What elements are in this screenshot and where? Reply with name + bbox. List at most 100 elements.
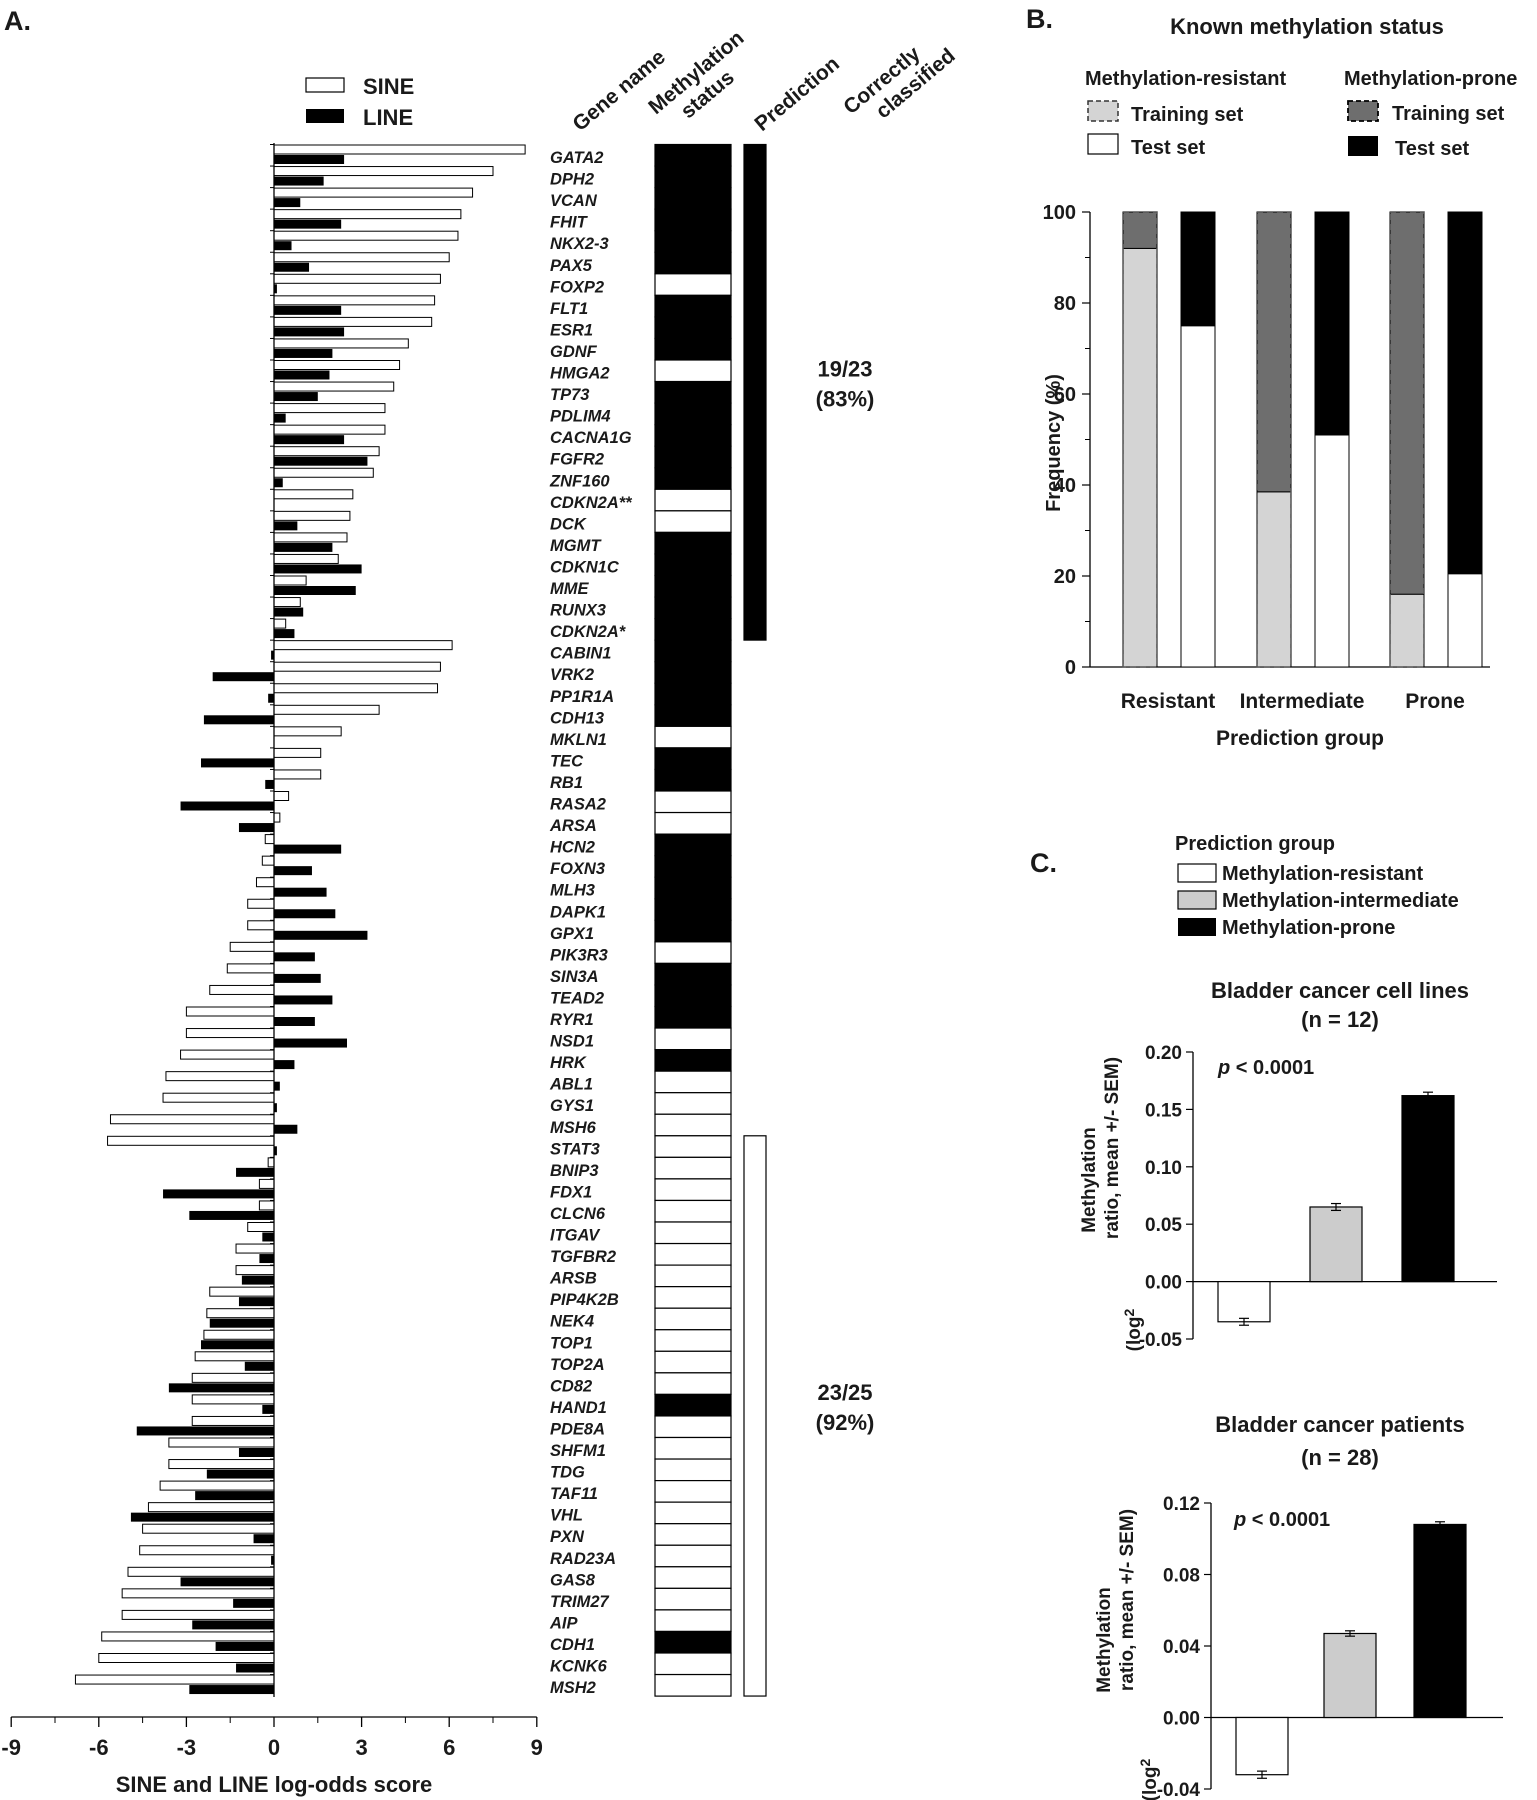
x-tick-label: -3 xyxy=(177,1735,197,1760)
sine-bar xyxy=(273,575,307,586)
methylation-cell xyxy=(654,1544,732,1568)
bar-test-prone xyxy=(1180,211,1216,327)
bar-test-prone xyxy=(1314,211,1350,436)
line-bar xyxy=(253,1534,274,1544)
sine-bar xyxy=(273,403,386,414)
gene-label: TOP2A xyxy=(550,1356,605,1374)
line-bar xyxy=(274,305,342,315)
c2-ylabel-line3: (log2 xyxy=(1137,1758,1161,1800)
gene-label: MKLN1 xyxy=(550,731,607,749)
gene-label: NKX2-3 xyxy=(550,235,609,253)
sine-bar xyxy=(267,1157,275,1168)
correctly-classified-column: 19/23 (83%) 23/25 (92%) xyxy=(816,356,875,1435)
gene-label: CDKN2A** xyxy=(550,494,633,512)
y-tick-label: 40 xyxy=(1054,475,1076,497)
gene-label: TOP1 xyxy=(550,1334,593,1352)
gene-label: CDH1 xyxy=(550,1636,595,1654)
sine-bar xyxy=(273,618,287,629)
methylation-cell xyxy=(654,1501,732,1525)
sine-bar xyxy=(127,1566,275,1577)
methylation-cell xyxy=(654,1566,732,1589)
panel-b-x-axis-label: Prediction group xyxy=(1216,727,1384,750)
legend-meth-prone-swatch xyxy=(1178,918,1216,936)
gene-label: TP73 xyxy=(550,386,589,404)
methylation-cell xyxy=(654,208,732,232)
line-bar xyxy=(274,219,342,229)
methylation-cell xyxy=(654,1479,732,1503)
panel-a-legend: SINE LINE xyxy=(305,74,414,130)
methylation-cell xyxy=(654,1005,732,1029)
line-bar xyxy=(163,1189,274,1199)
gene-label: PAX5 xyxy=(550,257,593,275)
gene-label: FOXN3 xyxy=(550,860,605,878)
sine-bar xyxy=(273,338,409,349)
sine-bar xyxy=(206,1308,275,1319)
gene-label: CLCN6 xyxy=(550,1205,606,1223)
gene-label: MGMT xyxy=(550,537,602,555)
line-bar xyxy=(274,1060,295,1070)
sine-bar xyxy=(98,1653,275,1663)
methylation-cell xyxy=(654,1609,732,1633)
y-tick-label: 0.12 xyxy=(1163,1494,1200,1515)
gene-label: DCK xyxy=(550,515,587,533)
methylation-cell xyxy=(654,855,732,878)
gene-label: MSH2 xyxy=(550,1679,596,1697)
gene-label: TRIM27 xyxy=(550,1593,610,1611)
sine-bar xyxy=(203,1329,275,1340)
methylation-cell xyxy=(654,617,732,641)
line-bar xyxy=(274,844,342,854)
c2-title: Bladder cancer patients xyxy=(1215,1412,1464,1437)
bar-resistant xyxy=(1235,1716,1289,1776)
sine-bar xyxy=(247,920,275,931)
line-bar xyxy=(274,370,330,380)
panel-a-x-axis-label: SINE and LINE log-odds score xyxy=(116,1772,433,1797)
methylation-cell xyxy=(654,316,732,340)
methylation-cell xyxy=(654,574,732,598)
gene-label: CD82 xyxy=(550,1377,592,1395)
methylation-cell xyxy=(654,1329,732,1352)
methylation-cell xyxy=(654,1307,732,1331)
legend-resistant-test-label: Test set xyxy=(1131,137,1205,159)
panel-b-title: Known methylation status xyxy=(1170,14,1444,39)
sine-bar xyxy=(191,1394,275,1405)
sine-bar xyxy=(273,747,322,758)
methylation-cell xyxy=(654,596,732,620)
line-bar xyxy=(238,1448,274,1457)
gene-label: CACNA1G xyxy=(550,429,632,447)
sine-bar xyxy=(273,532,348,543)
methylation-cell xyxy=(654,1372,732,1395)
bar-prone xyxy=(1401,1095,1455,1283)
gene-label: VHL xyxy=(550,1507,583,1525)
methylation-cell xyxy=(654,1652,732,1676)
legend-prone-test-label: Test set xyxy=(1395,138,1469,160)
methylation-cell xyxy=(654,1070,732,1094)
gene-label: ZNF160 xyxy=(549,472,610,490)
sine-bar xyxy=(191,1372,275,1383)
methylation-cell xyxy=(654,1415,732,1439)
line-bar xyxy=(274,607,304,617)
methylation-cell xyxy=(654,510,732,534)
bar-resistant xyxy=(1217,1280,1271,1323)
sine-bar xyxy=(273,316,433,327)
bar-training-resistant xyxy=(1256,491,1292,668)
methylation-cell xyxy=(654,1048,732,1072)
methylation-cell xyxy=(654,1523,732,1546)
line-bar xyxy=(274,1146,277,1156)
panel-a-label: A. xyxy=(4,6,31,36)
line-bar xyxy=(180,801,274,811)
line-bar xyxy=(274,887,327,897)
line-bar xyxy=(203,715,274,725)
methylation-cell xyxy=(654,725,732,749)
gene-label: MSH6 xyxy=(550,1119,597,1137)
methylation-cell xyxy=(654,359,732,383)
line-bar xyxy=(274,478,283,488)
legend-prone-training-label: Training set xyxy=(1392,103,1505,125)
bar-test-prone xyxy=(1447,211,1483,575)
sine-bar xyxy=(273,209,462,220)
line-bar xyxy=(212,672,274,682)
gene-label: KCNK6 xyxy=(550,1658,608,1676)
y-tick-label: 0.05 xyxy=(1145,1215,1182,1236)
methylation-cell xyxy=(654,1092,732,1115)
methylation-cell xyxy=(654,337,732,361)
sine-bar xyxy=(273,467,374,478)
